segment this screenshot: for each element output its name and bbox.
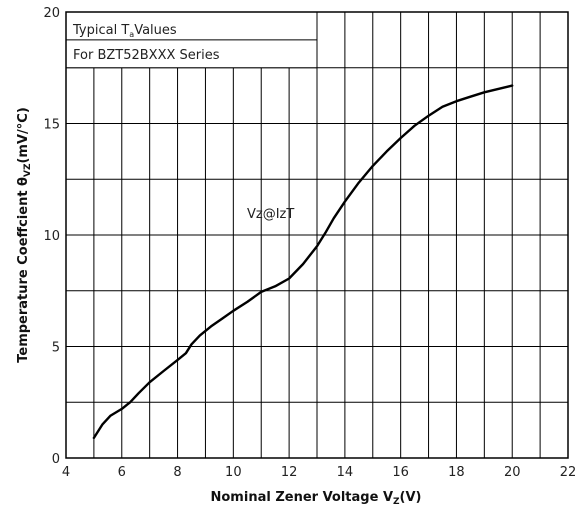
x-tick-label: 18 — [448, 465, 465, 480]
x-tick-label: 22 — [560, 465, 577, 480]
x-tick-label: 8 — [173, 465, 181, 480]
x-tick-label: 16 — [392, 465, 409, 480]
annotation-label: Vz@IzT — [247, 207, 294, 222]
y-tick-label: 15 — [43, 118, 60, 133]
x-axis-title: Nominal Zener Voltage VZ(V) — [211, 490, 422, 507]
tick-labels: 4 6 8 10 12 14 16 18 20 22 0 5 10 15 20 — [43, 6, 576, 480]
legend-box: Typical TaValues For BZT52BXXX Series — [66, 12, 318, 69]
grid-lines — [65, 11, 569, 459]
x-tick-label: 12 — [281, 465, 298, 480]
legend-line-2: For BZT52BXXX Series — [73, 48, 220, 63]
x-tick-label: 10 — [225, 465, 242, 480]
y-axis-title: Temperature Coeffcient θVZ(mV/°C) — [16, 107, 33, 363]
y-tick-label: 20 — [43, 6, 60, 21]
legend-line-1: Typical TaValues — [72, 23, 177, 39]
x-tick-label: 14 — [337, 465, 354, 480]
plot-frame — [65, 11, 569, 459]
series-layer — [92, 84, 514, 440]
x-tick-label: 20 — [504, 465, 521, 480]
x-tick-label: 6 — [118, 465, 126, 480]
y-tick-label: 10 — [43, 229, 60, 244]
series-line-0 — [92, 84, 514, 440]
y-tick-label: 5 — [52, 341, 60, 356]
y-tick-label: 0 — [52, 452, 60, 467]
plot-border — [65, 11, 569, 459]
x-tick-label: 4 — [62, 465, 70, 480]
